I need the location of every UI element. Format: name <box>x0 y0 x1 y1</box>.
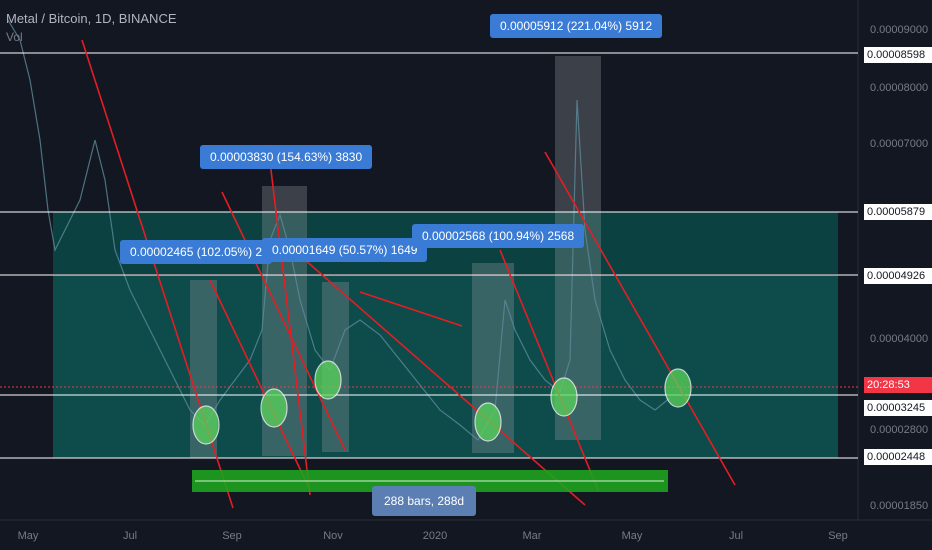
range-callout: 288 bars, 288d <box>372 486 477 516</box>
x-tick-label: Nov <box>323 530 343 542</box>
measure-callout-5: 0.00002568 (100.94%) 2568 <box>412 224 585 248</box>
trend-line <box>359 291 463 327</box>
volume-label: Vol <box>6 30 23 44</box>
trend-line <box>287 244 586 506</box>
x-tick-label: May <box>621 530 643 542</box>
trend-line <box>267 144 311 496</box>
highlight-circle <box>474 402 502 442</box>
highlight-circle <box>192 405 220 445</box>
highlight-circle <box>260 388 288 428</box>
y-tick-label: 0.00009000 <box>870 24 929 36</box>
price-tag-4926: 0.00004926 <box>864 268 932 284</box>
trend-line <box>544 151 736 486</box>
measure-callout-2: 0.00003830 (154.63%) 3830 <box>200 145 373 169</box>
trend-line <box>209 279 311 491</box>
y-tick-label: 0.00002800 <box>870 424 929 436</box>
highlight-circle <box>550 377 578 417</box>
x-tick-label: Mar <box>522 530 542 542</box>
price-tag-clock: 20:28:53 <box>864 377 932 393</box>
x-tick-label: Sep <box>828 530 848 542</box>
x-tick-label: Sep <box>222 530 242 542</box>
measure-callout-4: 0.00001649 (50.57%) 1649 <box>262 238 428 262</box>
chart-legend: Metal / Bitcoin, 1D, BINANCE Vol <box>6 10 177 46</box>
x-tick-label: May <box>17 530 39 542</box>
y-tick-label: 0.00007000 <box>870 138 929 150</box>
price-tag-2448: 0.00002448 <box>864 449 932 465</box>
price-tag-8598: 0.00008598 <box>864 47 932 63</box>
measure-callout-1: 0.00005912 (221.04%) 5912 <box>490 14 663 38</box>
trend-line <box>221 191 346 451</box>
highlight-circle <box>314 360 342 400</box>
x-tick-label: 2020 <box>422 530 448 542</box>
price-series-line <box>7 19 671 441</box>
symbol-label: Metal / Bitcoin, 1D, BINANCE <box>6 11 177 26</box>
highlight-circle <box>664 368 692 408</box>
y-tick-label: 0.00008000 <box>870 82 929 94</box>
trend-line <box>499 249 599 491</box>
x-tick-label: Jul <box>122 530 138 542</box>
y-tick-label: 0.00001850 <box>870 500 929 512</box>
y-tick-label: 0.00004000 <box>870 333 929 345</box>
measure-callout-3: 0.00002465 (102.05%) 2 <box>120 240 273 264</box>
x-tick-label: Jul <box>728 530 744 542</box>
main-zone <box>53 275 838 458</box>
price-tag-5879: 0.00005879 <box>864 204 932 220</box>
price-tag-3245: 0.00003245 <box>864 400 932 416</box>
